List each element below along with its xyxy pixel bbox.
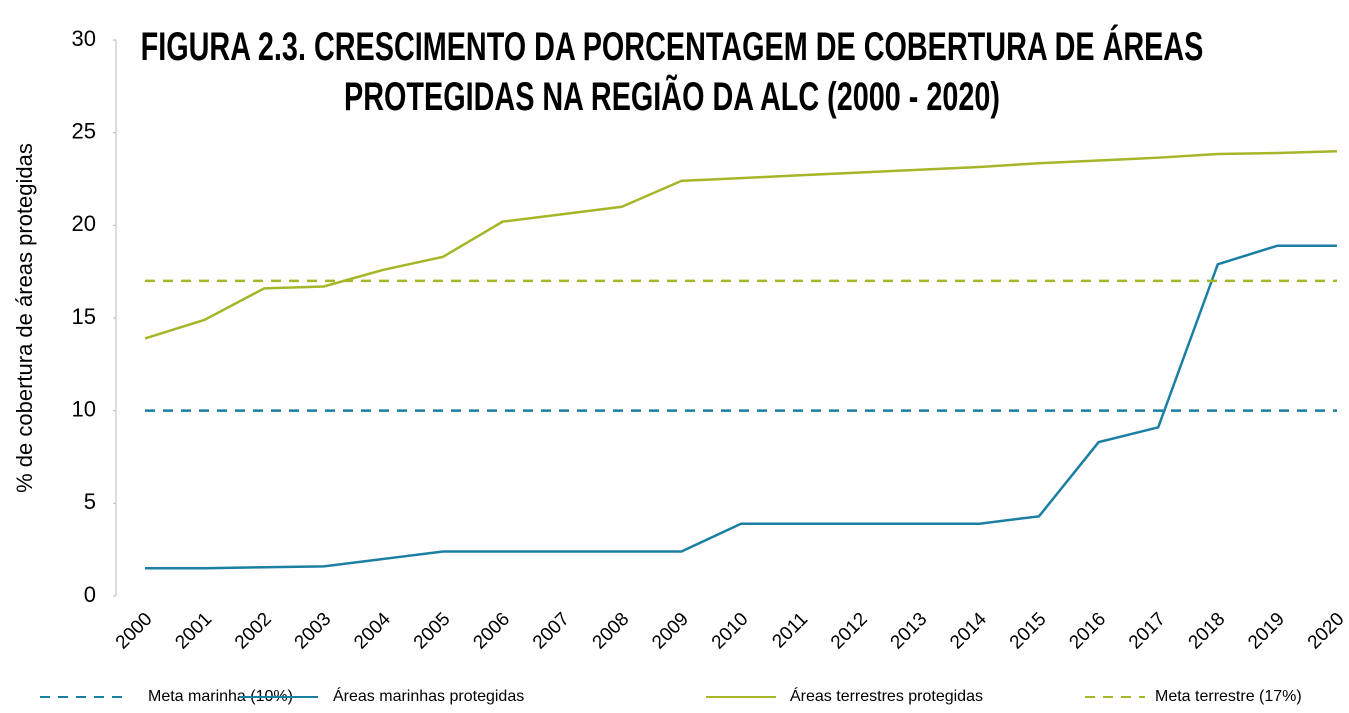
- line-series: [144, 149, 1338, 340]
- legend-label: Áreas marinhas protegidas: [333, 686, 524, 705]
- y-tick-label: 10: [72, 396, 96, 421]
- x-tick-label: 2008: [589, 609, 634, 654]
- y-tick-label: 5: [84, 489, 96, 514]
- x-tick-label: 2006: [469, 609, 514, 654]
- y-tick-label: 20: [72, 211, 96, 236]
- x-tick-label: 2011: [768, 609, 812, 653]
- x-tick-label: 2007: [529, 609, 574, 654]
- x-tick-label: 2018: [1185, 609, 1230, 654]
- y-tick-label: 15: [72, 304, 96, 329]
- legend-label: Meta terrestre (17%): [1155, 688, 1302, 705]
- y-axis-label: % de cobertura de áreas protegidas: [12, 143, 37, 493]
- chart-title: PROTEGIDAS NA REGIÃO DA ALC (2000 - 2020…: [344, 74, 1000, 119]
- x-tick-label: 2009: [648, 609, 693, 654]
- x-tick-label: 2019: [1244, 609, 1289, 654]
- x-tick-label: 2001: [171, 609, 216, 654]
- x-tick-label: 2000: [112, 609, 157, 654]
- y-tick-label: 30: [72, 26, 96, 51]
- y-tick-label: 25: [72, 118, 96, 143]
- x-tick-label: 2016: [1065, 609, 1110, 654]
- title-group: FIGURA 2.3. CRESCIMENTO DA PORCENTAGEM D…: [141, 23, 1204, 119]
- x-tick-label: 2015: [1006, 609, 1051, 654]
- legend-label: Áreas terrestres protegidas: [790, 686, 983, 705]
- x-tick-label: 2012: [827, 609, 872, 654]
- legend-label: Meta marinha (10%): [148, 688, 293, 705]
- chart-title: FIGURA 2.3. CRESCIMENTO DA PORCENTAGEM D…: [141, 23, 1204, 69]
- y-tick-label: 0: [84, 582, 96, 607]
- x-tick-label: 2005: [410, 609, 455, 654]
- x-tick-label: 2020: [1304, 609, 1349, 654]
- x-tick-label: 2013: [887, 609, 932, 654]
- x-tick-label: 2002: [231, 609, 276, 654]
- line-series: [145, 244, 1337, 570]
- x-tick-label: 2003: [291, 609, 336, 654]
- x-tick-label: 2017: [1125, 609, 1170, 654]
- x-tick-label: 2004: [350, 608, 395, 653]
- x-tick-label: 2010: [708, 609, 753, 654]
- x-tick-label: 2014: [946, 608, 991, 653]
